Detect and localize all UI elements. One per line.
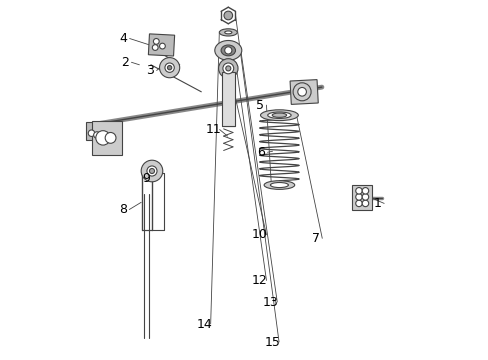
Text: 4: 4	[119, 32, 127, 45]
Circle shape	[146, 166, 157, 176]
Text: 8: 8	[119, 203, 126, 216]
Text: 15: 15	[264, 336, 280, 348]
Text: 13: 13	[263, 296, 278, 309]
Circle shape	[362, 194, 368, 200]
Circle shape	[355, 188, 362, 194]
Circle shape	[224, 47, 231, 54]
Ellipse shape	[260, 110, 298, 121]
Ellipse shape	[272, 113, 286, 117]
Bar	[289, 80, 318, 104]
Circle shape	[225, 66, 230, 71]
Circle shape	[88, 130, 95, 136]
Circle shape	[149, 168, 154, 174]
Circle shape	[218, 59, 238, 78]
Circle shape	[297, 87, 306, 96]
Circle shape	[159, 43, 165, 49]
Bar	[222, 72, 235, 126]
Text: 1: 1	[373, 197, 381, 210]
Circle shape	[292, 83, 310, 101]
Circle shape	[159, 58, 179, 78]
Bar	[91, 121, 122, 155]
Ellipse shape	[270, 183, 288, 188]
Ellipse shape	[219, 29, 237, 36]
Ellipse shape	[224, 31, 231, 34]
Circle shape	[141, 160, 163, 182]
Circle shape	[223, 63, 233, 74]
Circle shape	[355, 194, 362, 200]
Bar	[86, 122, 104, 140]
Text: 14: 14	[196, 318, 212, 330]
Circle shape	[153, 39, 159, 44]
Text: 2: 2	[121, 56, 129, 69]
Ellipse shape	[264, 181, 294, 189]
Text: 6: 6	[257, 146, 264, 159]
Circle shape	[362, 200, 368, 207]
Circle shape	[96, 131, 110, 145]
Text: 9: 9	[142, 172, 150, 185]
Text: 12: 12	[252, 274, 267, 287]
Circle shape	[105, 132, 116, 143]
Text: 3: 3	[146, 64, 154, 77]
Ellipse shape	[214, 41, 241, 60]
Text: 5: 5	[255, 99, 264, 112]
Circle shape	[224, 11, 232, 20]
Circle shape	[355, 200, 362, 207]
Text: 11: 11	[205, 123, 221, 136]
Circle shape	[164, 63, 174, 72]
Circle shape	[362, 188, 368, 194]
Ellipse shape	[267, 112, 290, 118]
Text: 7: 7	[311, 232, 319, 245]
Text: 10: 10	[251, 228, 267, 241]
Bar	[148, 34, 174, 56]
Bar	[352, 185, 371, 210]
Circle shape	[94, 132, 100, 138]
Ellipse shape	[221, 45, 235, 56]
Circle shape	[167, 66, 171, 70]
Circle shape	[152, 45, 158, 50]
